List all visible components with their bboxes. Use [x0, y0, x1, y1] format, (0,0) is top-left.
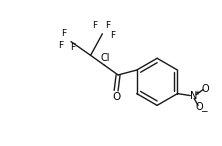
Text: F: F	[92, 21, 97, 30]
Text: N: N	[190, 91, 197, 101]
Text: −: −	[200, 106, 208, 115]
Text: F: F	[110, 31, 115, 40]
Text: F: F	[105, 21, 110, 30]
Text: +: +	[194, 90, 200, 96]
Text: O: O	[195, 102, 203, 112]
Text: F: F	[61, 29, 67, 38]
Text: F: F	[70, 43, 75, 52]
Text: F: F	[59, 41, 64, 50]
Text: Cl: Cl	[100, 53, 110, 63]
Text: O: O	[112, 92, 120, 102]
Text: O: O	[201, 84, 209, 94]
